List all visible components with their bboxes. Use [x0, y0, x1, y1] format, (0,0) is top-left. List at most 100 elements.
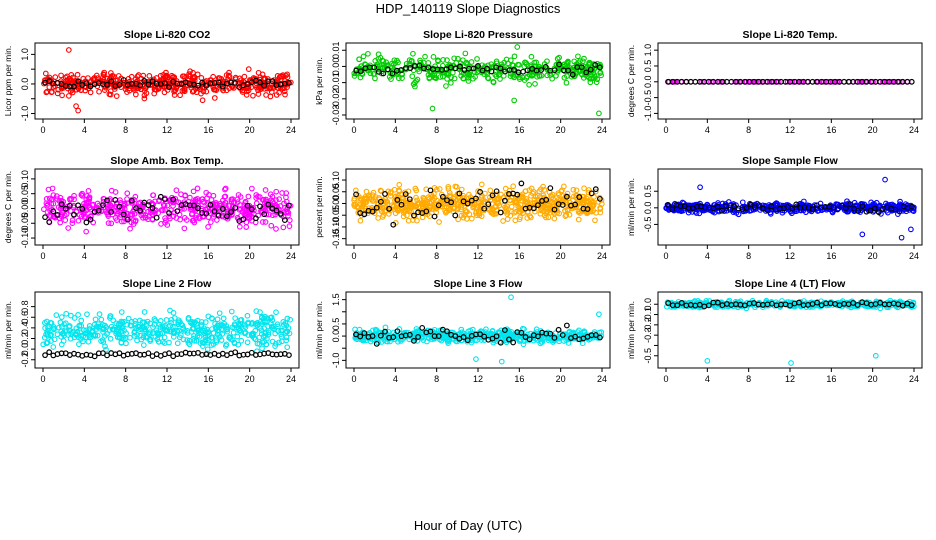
outlier-point	[596, 110, 602, 117]
data-point	[101, 196, 107, 202]
x-tick-label: 20	[868, 125, 878, 135]
reference-point	[50, 208, 57, 215]
data-point	[210, 214, 217, 220]
outlier-point	[859, 231, 866, 238]
data-point	[48, 338, 54, 344]
data-point	[522, 188, 529, 195]
data-point	[739, 199, 746, 206]
data-point	[471, 68, 478, 75]
data-point	[153, 327, 160, 334]
data-point	[256, 194, 263, 200]
data-point	[71, 192, 77, 199]
x-tick-label: 12	[785, 125, 795, 135]
y-tick-label: -0.01	[331, 72, 341, 93]
data-point	[462, 50, 469, 57]
data-point	[253, 200, 260, 207]
data-point	[134, 337, 140, 344]
data-point	[147, 338, 154, 344]
reference-point	[58, 201, 65, 208]
reference-point	[281, 217, 288, 223]
data-point	[356, 326, 363, 333]
reference-point	[62, 205, 69, 212]
data-point	[124, 214, 131, 221]
reference-point	[277, 211, 284, 217]
x-tick-label: 16	[826, 125, 836, 135]
reference-point	[789, 205, 795, 212]
data-point	[86, 194, 93, 201]
y-tick-label: -0.10	[20, 228, 30, 249]
data-point	[110, 73, 117, 80]
y-tick-label: -0.05	[331, 205, 341, 226]
data-point	[586, 187, 592, 193]
data-point	[109, 326, 116, 333]
data-point	[597, 206, 604, 212]
data-point	[249, 185, 255, 192]
x-tick-label: 12	[162, 374, 172, 384]
reference-point	[91, 353, 98, 360]
reference-point	[133, 205, 139, 212]
reference-point	[587, 66, 594, 73]
data-point	[460, 75, 467, 82]
reference-point	[547, 185, 554, 192]
data-point	[48, 197, 55, 203]
data-point	[517, 74, 523, 81]
reference-point	[535, 202, 541, 209]
reference-point	[756, 202, 762, 209]
x-tick-label: 4	[393, 125, 398, 135]
y-tick-label: 1.5	[331, 293, 341, 306]
data-point	[474, 56, 480, 62]
data-point	[216, 332, 222, 338]
reference-point	[394, 197, 401, 203]
x-tick-label: 12	[473, 125, 483, 135]
data-point	[199, 196, 205, 203]
y-tick-label: -0.03	[331, 105, 341, 126]
reference-point	[470, 65, 477, 72]
data-point	[78, 317, 85, 324]
reference-point	[54, 211, 61, 218]
data-point	[137, 317, 143, 324]
data-point	[262, 219, 269, 225]
data-point	[216, 310, 223, 317]
data-point	[73, 332, 80, 339]
x-tick-label: 0	[351, 374, 356, 384]
data-point	[147, 320, 153, 327]
data-point	[170, 323, 176, 330]
data-point	[238, 337, 245, 344]
data-point	[108, 220, 115, 227]
data-point	[265, 329, 272, 336]
data-point	[394, 57, 400, 64]
reference-point	[809, 206, 816, 213]
data-point	[115, 73, 122, 79]
data-point	[103, 324, 109, 331]
data-point	[164, 328, 171, 334]
data-point	[229, 204, 236, 210]
x-tick-label: 12	[473, 374, 483, 384]
data-point	[84, 200, 90, 207]
data-point	[540, 183, 546, 190]
data-point	[351, 203, 358, 209]
data-point	[243, 92, 250, 98]
outlier-point	[596, 311, 602, 318]
data-point	[267, 315, 274, 321]
reference-point	[847, 201, 853, 208]
data-point	[124, 190, 131, 197]
data-point	[493, 197, 500, 203]
data-point	[490, 78, 497, 85]
data-point	[553, 62, 560, 68]
y-tick-label: 0.01	[331, 41, 341, 59]
x-tick-label: 0	[663, 251, 668, 261]
data-point	[415, 66, 422, 72]
reference-point	[83, 80, 90, 87]
data-point	[196, 215, 203, 222]
data-point	[101, 71, 107, 78]
data-point	[244, 339, 251, 346]
data-point	[177, 92, 183, 99]
reference-point	[588, 190, 595, 197]
data-point	[543, 65, 550, 71]
data-point	[262, 187, 269, 193]
data-point	[245, 66, 252, 73]
reference-point	[120, 211, 127, 218]
data-point	[532, 193, 539, 200]
data-point	[468, 59, 475, 65]
reference-point	[764, 207, 771, 213]
